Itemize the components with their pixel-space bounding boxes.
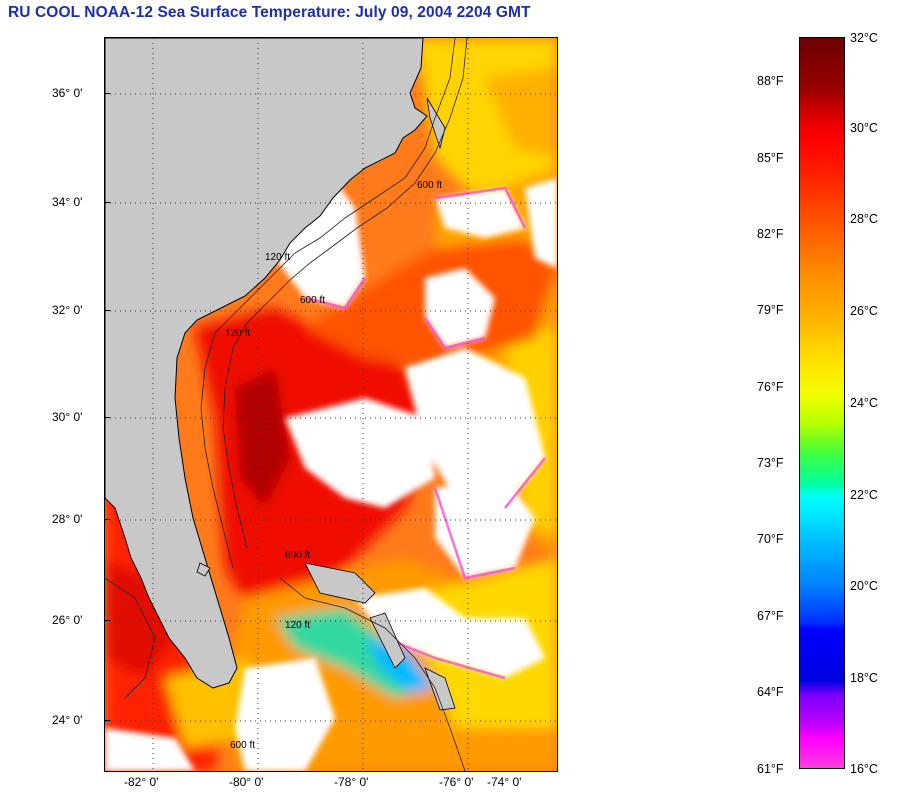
sst-map: 120 ft 600 ft 120 ft 600 ft 120 ft 600 f…	[104, 37, 558, 772]
colorbar-c-label: 28°C	[850, 212, 878, 226]
contour-label: 120 ft	[285, 620, 310, 631]
lat-label: 32° 0'	[52, 303, 83, 317]
land-outer-banks	[426, 97, 446, 150]
contour-label: 600 ft	[285, 550, 310, 561]
lon-label: -82° 0'	[124, 775, 159, 789]
land-bahamas	[196, 562, 456, 711]
colorbar-c-label: 30°C	[850, 121, 878, 135]
lat-tick	[104, 519, 110, 520]
land-mainland	[105, 38, 428, 689]
contour-label: 600 ft	[300, 295, 325, 306]
lat-tick	[104, 93, 110, 94]
lon-label: -76° 0'	[439, 775, 474, 789]
colorbar-f-label: 88°F	[757, 74, 784, 88]
colorbar-c-label: 24°C	[850, 396, 878, 410]
colorbar-c-label: 18°C	[850, 671, 878, 685]
lat-label: 26° 0'	[52, 613, 83, 627]
graticule	[105, 38, 557, 771]
colorbar-f-label: 70°F	[757, 532, 784, 546]
colorbar-f-label: 85°F	[757, 151, 784, 165]
colorbar-c-label: 20°C	[850, 579, 878, 593]
lat-label: 30° 0'	[52, 410, 83, 424]
colorbar-f-label: 73°F	[757, 456, 784, 470]
lat-label: 24° 0'	[52, 713, 83, 727]
depth-contours	[105, 38, 468, 771]
colorbar-f-label: 76°F	[757, 380, 784, 394]
temperature-colorbar	[799, 37, 845, 769]
colorbar-f-label: 67°F	[757, 609, 784, 623]
lat-tick	[104, 310, 110, 311]
lon-label: -80° 0'	[229, 775, 264, 789]
cloud-mask	[105, 158, 557, 771]
lat-tick	[104, 620, 110, 621]
lat-tick	[104, 417, 110, 418]
colorbar-c-label: 26°C	[850, 304, 878, 318]
colorbar-f-label: 61°F	[757, 762, 784, 776]
contour-label: 600 ft	[417, 180, 442, 191]
colorbar-f-label: 64°F	[757, 685, 784, 699]
contour-label: 120 ft	[265, 252, 290, 263]
lat-tick	[104, 202, 110, 203]
lon-label: -74° 0'	[487, 775, 522, 789]
contour-label-group: 120 ft 600 ft 120 ft 600 ft 120 ft 600 f…	[225, 180, 442, 751]
contour-label: 120 ft	[225, 328, 250, 339]
lat-label: 36° 0'	[52, 86, 83, 100]
lat-label: 28° 0'	[52, 512, 83, 526]
contour-label: 600 ft	[230, 740, 255, 751]
lat-label: 34° 0'	[52, 195, 83, 209]
lat-tick	[104, 720, 110, 721]
colorbar-f-label: 82°F	[757, 227, 784, 241]
colorbar-c-label: 22°C	[850, 488, 878, 502]
colorbar-f-label: 79°F	[757, 303, 784, 317]
colorbar-c-label: 16°C	[850, 762, 878, 776]
sst-map-canvas: 120 ft 600 ft 120 ft 600 ft 120 ft 600 f…	[105, 38, 557, 771]
colorbar-c-label: 32°C	[850, 31, 878, 45]
map-title: RU COOL NOAA-12 Sea Surface Temperature:…	[8, 4, 531, 21]
lon-label: -78° 0'	[334, 775, 369, 789]
